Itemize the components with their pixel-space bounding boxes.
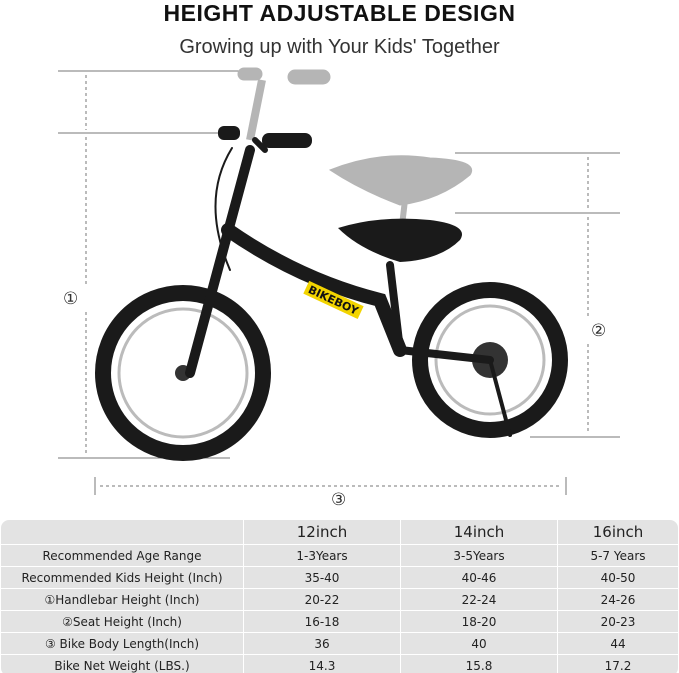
page-subtitle: Growing up with Your Kids' Together xyxy=(179,36,500,58)
row-label: ②Seat Height (Inch) xyxy=(1,611,244,633)
table-row: Recommended Kids Height (Inch) 35-40 40-… xyxy=(1,567,678,589)
row-label: ③ Bike Body Length(Inch) xyxy=(1,633,244,655)
handlebar xyxy=(218,126,312,148)
cell: 20-22 xyxy=(244,589,401,611)
marker-handlebar-height: ① xyxy=(63,289,79,309)
row-label: Bike Net Weight (LBS.) xyxy=(1,655,244,673)
cell: 18-20 xyxy=(401,611,558,633)
cell: 40-46 xyxy=(401,567,558,589)
header-cell: 14inch xyxy=(401,520,558,545)
cell: 44 xyxy=(558,633,678,655)
cell: 40 xyxy=(401,633,558,655)
header-cell: 16inch xyxy=(558,520,678,545)
row-label: ①Handlebar Height (Inch) xyxy=(1,589,244,611)
dimension-lines xyxy=(58,70,620,495)
cell: 40-50 xyxy=(558,567,678,589)
cell: 14.3 xyxy=(244,655,401,673)
table-row: ②Seat Height (Inch) 16-18 18-20 20-23 xyxy=(1,611,678,633)
row-label: Recommended Kids Height (Inch) xyxy=(1,567,244,589)
cell: 1-3Years xyxy=(244,545,401,567)
wheel-front xyxy=(95,285,271,461)
row-label: Recommended Age Range xyxy=(1,545,244,567)
header-cell xyxy=(1,520,244,545)
cell: 22-24 xyxy=(401,589,558,611)
bike-illustration: BIKEBOY xyxy=(58,67,620,495)
cell: 20-23 xyxy=(558,611,678,633)
frame xyxy=(185,137,512,437)
marker-seat-height: ② xyxy=(591,321,607,341)
page-title: HEIGHT ADJUSTABLE DESIGN xyxy=(163,0,516,26)
marker-body-length: ③ xyxy=(331,490,347,510)
cell: 16-18 xyxy=(244,611,401,633)
cell: 36 xyxy=(244,633,401,655)
table-row: Recommended Age Range 1-3Years 3-5Years … xyxy=(1,545,678,567)
size-spec-table: 12inch 14inch 16inch Recommended Age Ran… xyxy=(1,520,678,673)
cell: 24-26 xyxy=(558,589,678,611)
cell: 3-5Years xyxy=(401,545,558,567)
cell: 5-7 Years xyxy=(558,545,678,567)
cell: 15.8 xyxy=(401,655,558,673)
table-row: Bike Net Weight (LBS.) 14.3 15.8 17.2 xyxy=(1,655,678,673)
header-cell: 12inch xyxy=(244,520,401,545)
ghost-raised-parts xyxy=(237,67,473,261)
table-row: ③ Bike Body Length(Inch) 36 40 44 xyxy=(1,633,678,655)
table-row: ①Handlebar Height (Inch) 20-22 22-24 24-… xyxy=(1,589,678,611)
table-header-row: 12inch 14inch 16inch xyxy=(1,520,678,545)
cell: 35-40 xyxy=(244,567,401,589)
seat xyxy=(338,218,462,262)
wheel-rear xyxy=(412,282,568,438)
cell: 17.2 xyxy=(604,658,632,673)
